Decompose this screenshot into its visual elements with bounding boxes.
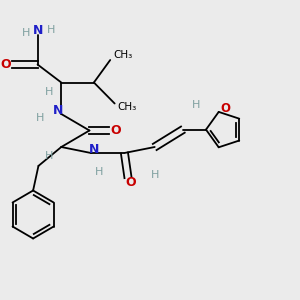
Text: N: N [89, 143, 99, 156]
Text: O: O [110, 124, 121, 137]
Text: N: N [53, 104, 64, 117]
Text: H: H [36, 112, 45, 123]
Text: O: O [1, 58, 11, 71]
Text: CH₃: CH₃ [118, 101, 137, 112]
Text: N: N [33, 23, 43, 37]
Text: H: H [46, 25, 55, 35]
Text: O: O [220, 102, 230, 115]
Text: H: H [45, 151, 54, 161]
Text: H: H [45, 86, 54, 97]
Text: H: H [151, 169, 159, 180]
Text: H: H [22, 28, 30, 38]
Text: H: H [95, 167, 104, 177]
Text: CH₃: CH₃ [113, 50, 132, 61]
Text: H: H [191, 100, 200, 110]
Text: O: O [125, 176, 136, 189]
